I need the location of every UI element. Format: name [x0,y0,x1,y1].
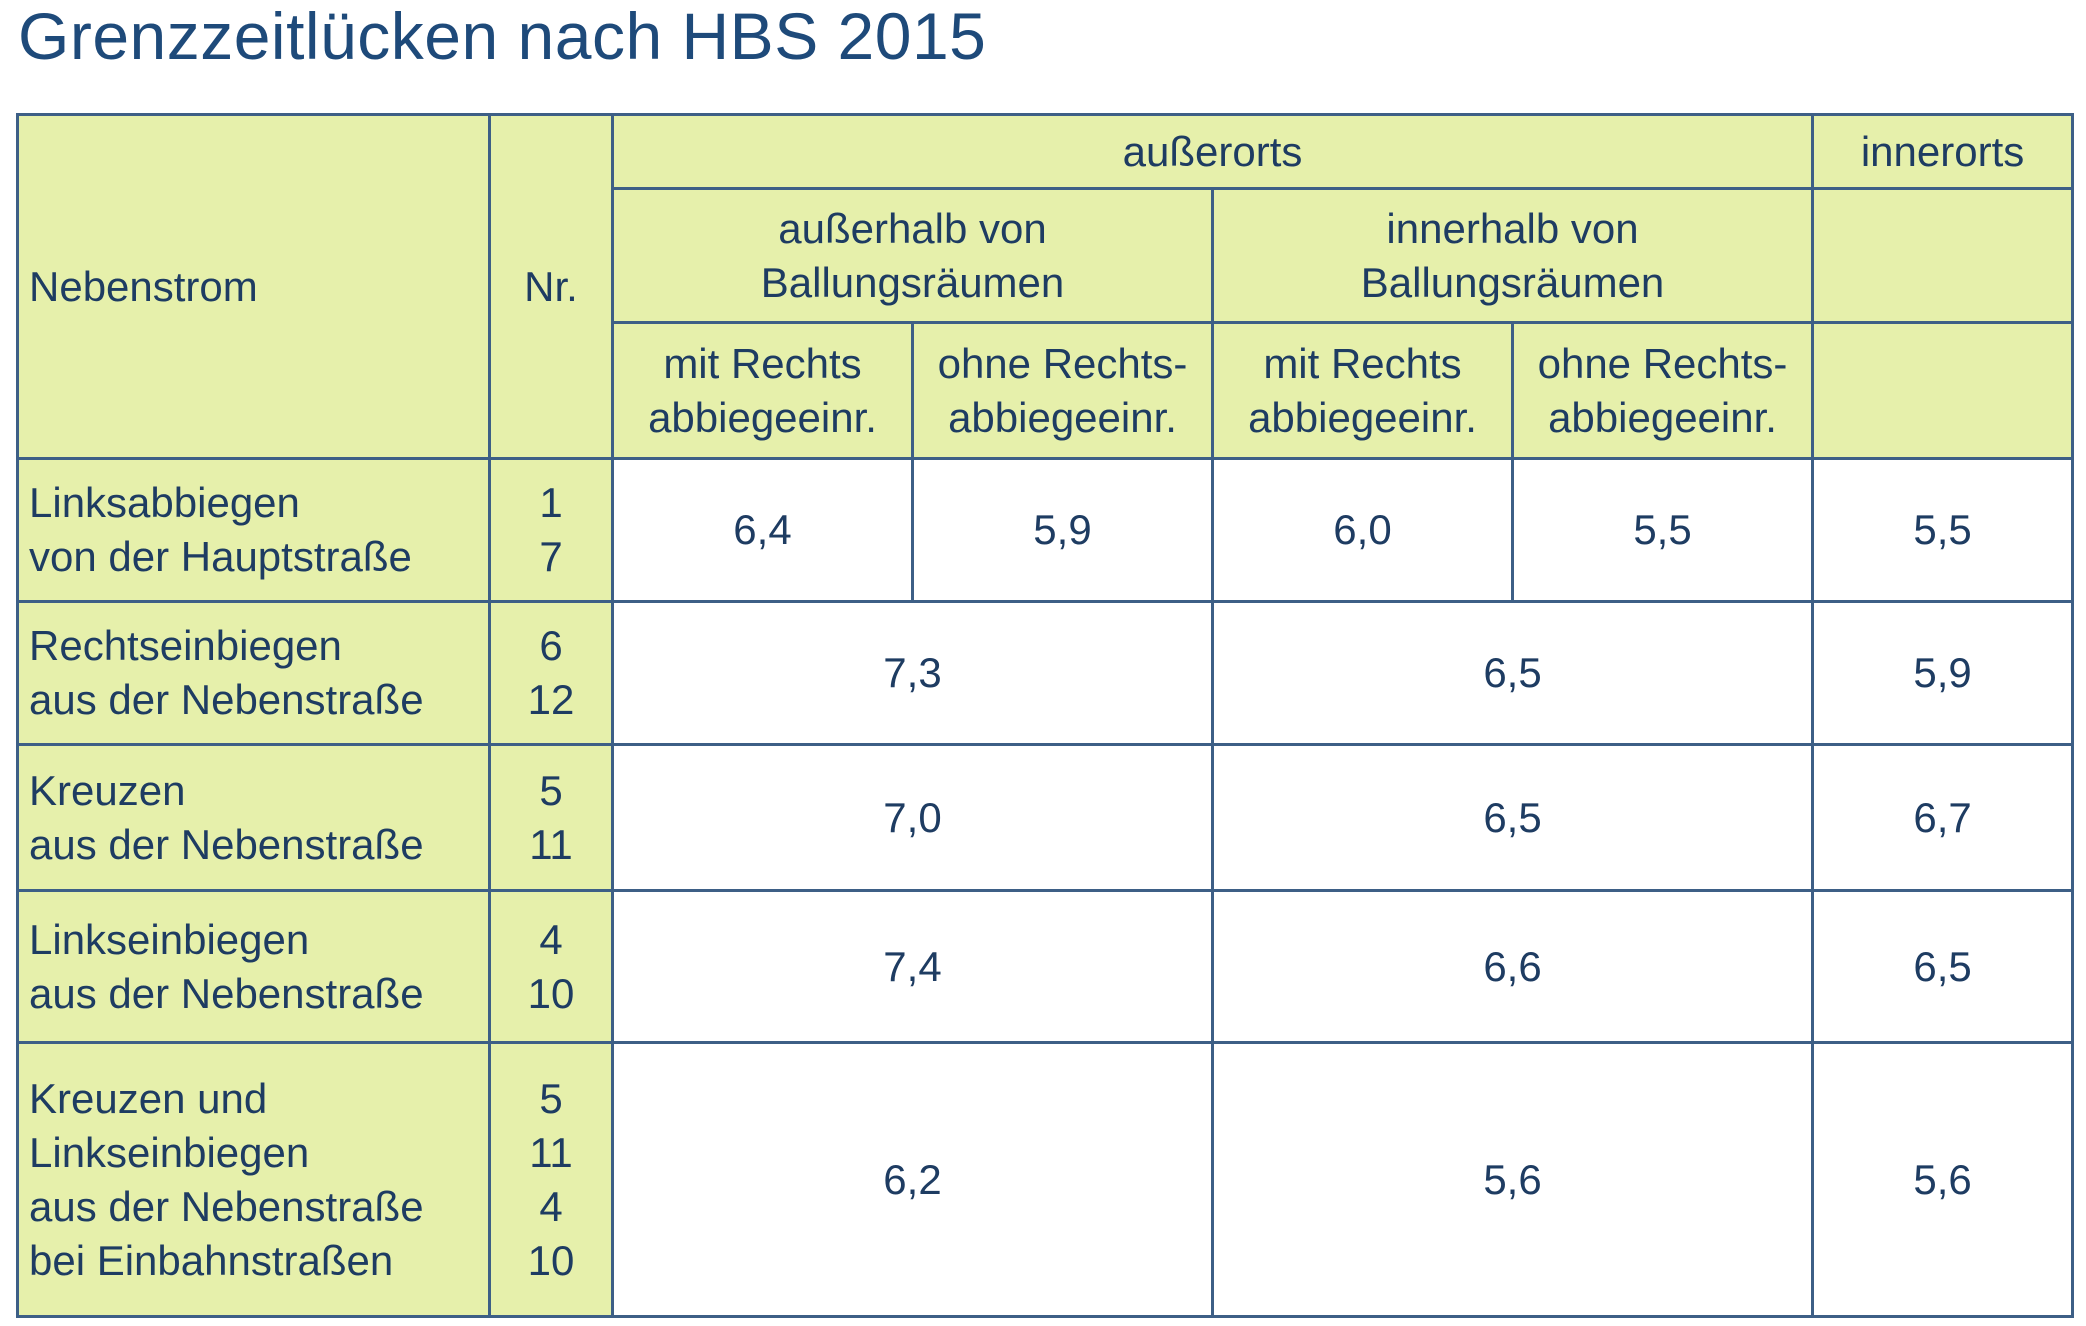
value-cell: 6,6 [1210,889,1815,1044]
value-cell: 7,4 [611,889,1214,1044]
header-innerhalb-ohne-rechts: ohne Rechts- abbiegeeinr. [1510,321,1815,460]
row-label-line: aus der Nebenstraße [29,969,424,1017]
row-label: Linkseinbiegen aus der Nebenstraße [16,889,491,1044]
table-row: Linkseinbiegen aus der Nebenstraße 4 10 … [16,889,2075,1044]
row-label-line: Linksabbiegen [29,479,300,526]
header-innerorts: innerorts [1811,113,2075,190]
value-cell: 5,5 [1811,457,2075,603]
header-line: ohne Rechts- [937,339,1188,387]
row-nr-line: 5 [539,1074,563,1122]
row-label: Linksabbiegen von der Hauptstraße [16,457,491,603]
header-line: abbiegeeinr. [1248,393,1477,441]
row-nr: 5 11 [488,743,614,892]
header-nr: Nr. [488,113,614,460]
header-innerhalb-line-2: Ballungsräumen [1360,258,1665,306]
row-nr-line: 6 [539,622,563,669]
table-row: Kreuzen aus der Nebenstraße 5 11 7,0 6,5… [16,743,2075,892]
header-line: mit Rechts [663,339,862,387]
row-nr-line: 4 [539,915,563,963]
header-ausserhalb-ballungsraeumen: außerhalb von Ballungsräumen [611,187,1214,324]
value-cell: 6,2 [611,1041,1214,1318]
row-label-line: Kreuzen und [29,1074,268,1122]
row-label-line: Rechtseinbiegen [29,622,342,669]
row-label-line: Linkseinbiegen [29,1128,310,1176]
row-label-line: bei Einbahnstraßen [29,1236,394,1284]
header-line: ohne Rechts- [1537,339,1788,387]
value-cell: 5,9 [1811,600,2075,746]
value-cell: 5,6 [1210,1041,1815,1318]
row-nr-line: 10 [527,1236,575,1284]
value-cell: 5,9 [911,457,1214,603]
row-nr: 1 7 [488,457,614,603]
row-nr-line: 12 [527,676,575,723]
row-nr: 5 11 4 10 [488,1041,614,1318]
row-label: Kreuzen und Linkseinbiegen aus der Neben… [16,1041,491,1318]
row-label-line: Linkseinbiegen [29,915,310,963]
row-nr: 6 12 [488,600,614,746]
header-innerhalb-mit-rechts: mit Rechts abbiegeeinr. [1211,321,1514,460]
page-title: Grenzzeitlücken nach HBS 2015 [18,0,987,73]
header-innerorts-sub-empty [1811,321,2075,460]
table-row: Kreuzen und Linkseinbiegen aus der Neben… [16,1041,2075,1318]
header-line: mit Rechts [1263,339,1462,387]
row-label-line: von der Hauptstraße [29,533,412,580]
table-row: Linksabbiegen von der Hauptstraße 1 7 6,… [16,457,2075,603]
value-cell: 6,7 [1811,743,2075,892]
row-nr-line: 4 [539,1182,563,1230]
header-ausserhalb-line-2: Ballungsräumen [760,258,1065,306]
row-label-line: aus der Nebenstraße [29,676,424,723]
row-label-line: Kreuzen [29,766,186,814]
table-row: Rechtseinbiegen aus der Nebenstraße 6 12… [16,600,2075,746]
row-nr-line: 10 [527,969,575,1017]
row-label-line: aus der Nebenstraße [29,1182,424,1230]
grenzzeitluecken-table: Nebenstrom Nr. außerorts innerorts außer… [16,113,2075,1318]
row-nr-line: 11 [529,1128,573,1176]
header-ausserhalb-line-1: außerhalb von [778,204,1047,252]
header-innerhalb-ballungsraeumen: innerhalb von Ballungsräumen [1210,187,1815,324]
header-ausserorts: außerorts [610,113,1815,190]
row-nr-line: 11 [529,820,573,868]
header-ausserhalb-ohne-rechts: ohne Rechts- abbiegeeinr. [911,321,1214,460]
header-innerhalb-line-1: innerhalb von [1386,204,1639,252]
value-cell: 6,0 [1211,457,1514,603]
header-line: abbiegeeinr. [948,393,1177,441]
value-cell: 7,3 [611,600,1214,746]
header-innerorts-empty [1811,187,2075,324]
header-line: abbiegeeinr. [648,393,877,441]
header-line: abbiegeeinr. [1548,393,1777,441]
value-cell: 6,5 [1811,889,2075,1044]
row-nr-line: 1 [539,479,563,526]
row-nr-line: 7 [539,533,563,580]
value-cell: 6,4 [611,457,914,603]
row-label: Rechtseinbiegen aus der Nebenstraße [16,600,491,746]
header-ausserhalb-mit-rechts: mit Rechts abbiegeeinr. [611,321,914,460]
value-cell: 7,0 [611,743,1214,892]
value-cell: 5,6 [1811,1041,2075,1318]
row-label: Kreuzen aus der Nebenstraße [16,743,491,892]
row-nr-line: 5 [539,766,563,814]
value-cell: 5,5 [1510,457,1815,603]
value-cell: 6,5 [1210,600,1815,746]
row-nr: 4 10 [488,889,614,1044]
value-cell: 6,5 [1210,743,1815,892]
row-label-line: aus der Nebenstraße [29,820,424,868]
header-nebenstrom: Nebenstrom [16,113,491,460]
